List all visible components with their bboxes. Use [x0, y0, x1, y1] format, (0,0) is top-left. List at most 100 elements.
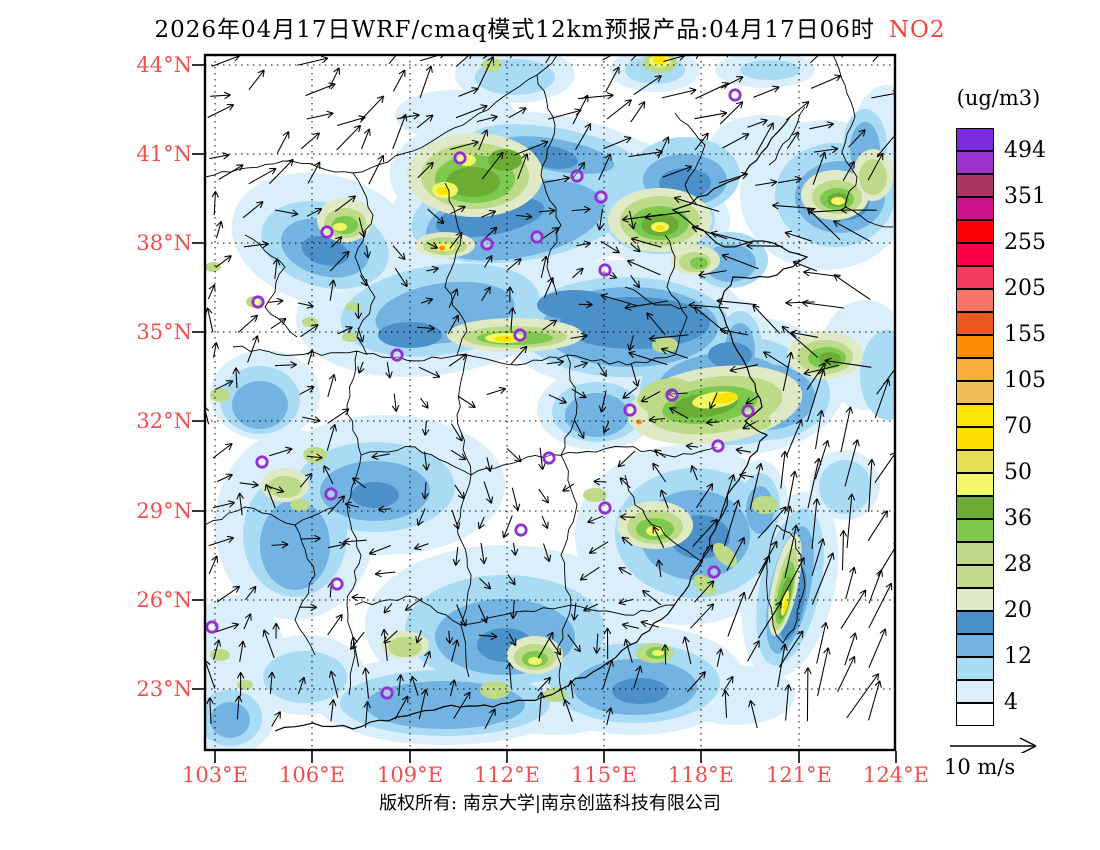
- map-area: [192, 53, 897, 763]
- wind-arrow: [392, 245, 406, 261]
- wind-arrow: [874, 378, 891, 418]
- wind-arrow: [698, 270, 727, 279]
- wind-arrow: [669, 407, 689, 419]
- wind-arrow: [846, 493, 856, 549]
- wind-arrow: [543, 276, 555, 298]
- wind-arrow: [735, 446, 751, 455]
- wind-arrow: [640, 619, 659, 628]
- wind-arrow: [272, 622, 280, 639]
- station-marker: [380, 686, 394, 700]
- wind-arrow: [327, 541, 346, 550]
- wind-arrow: [212, 500, 236, 509]
- wind-arrow: [785, 298, 815, 307]
- colorbar-box: [956, 289, 994, 312]
- boundary-line: [346, 350, 362, 696]
- wind-arrow: [597, 362, 607, 378]
- wind-arrow: [368, 154, 385, 185]
- wind-arrow: [630, 243, 641, 253]
- wind-arrow: [323, 465, 334, 485]
- concentration-blob: [480, 681, 510, 699]
- concentration-blob: [860, 330, 895, 420]
- wind-arrow: [383, 603, 393, 614]
- wind-arrow: [867, 152, 884, 181]
- colorbar-box: [956, 220, 994, 243]
- wind-arrow: [423, 650, 432, 668]
- wind-arrow: [602, 55, 613, 61]
- lat-label: 23°N: [136, 677, 192, 701]
- wind-arrow: [508, 107, 527, 119]
- wind-arrow: [646, 312, 666, 336]
- wind-arrow: [546, 358, 565, 367]
- wind-arrow: [785, 418, 803, 457]
- wind-arrow: [784, 524, 799, 578]
- wind-arrow: [392, 69, 406, 92]
- wind-arrow: [337, 326, 353, 335]
- wind-arrow: [334, 195, 357, 212]
- wind-arrow: [269, 446, 293, 457]
- wind-arrow: [538, 488, 549, 504]
- wind-arrow: [394, 695, 409, 720]
- concentration-blob: [782, 599, 788, 613]
- colorbar-tick-label: 351: [1004, 184, 1046, 209]
- wind-arrow: [848, 129, 866, 148]
- wind-arrow: [239, 480, 259, 489]
- wind-arrow: [396, 674, 404, 696]
- boundary-line: [766, 524, 806, 644]
- wind-arrow: [215, 255, 232, 268]
- wind-arrow: [763, 351, 790, 369]
- wind-arrow: [344, 501, 360, 509]
- wind-arrow: [417, 324, 435, 332]
- station-marker: [514, 523, 528, 537]
- copyright-text: 版权所有: 南京大学|南京创蓝科技有限公司: [379, 793, 721, 814]
- station-marker: [480, 237, 494, 251]
- wind-arrow: [543, 543, 552, 563]
- wind-arrow: [837, 655, 856, 693]
- wind-arrow: [688, 301, 729, 310]
- wind-arrow: [349, 631, 365, 650]
- wind-arrow: [206, 697, 214, 725]
- wind-arrow: [626, 259, 661, 276]
- wind-arrow: [640, 391, 661, 403]
- wind-arrow: [361, 128, 371, 150]
- station-marker: [513, 328, 527, 342]
- wind-arrow: [391, 393, 400, 412]
- concentration-blob: [268, 476, 302, 498]
- wind-arrow: [481, 286, 491, 301]
- wind-arrow: [845, 566, 857, 600]
- wind-arrow: [623, 638, 633, 663]
- wind-arrow: [603, 271, 618, 280]
- wind-arrow: [419, 65, 433, 99]
- concentration-blob: [435, 243, 455, 251]
- wind-arrow: [628, 350, 668, 366]
- wind-arrow: [243, 240, 269, 249]
- wind-arrow: [448, 288, 459, 309]
- colorbar-box: [956, 680, 994, 703]
- colorbar-box: [956, 634, 994, 657]
- concentration-blob: [708, 342, 752, 368]
- boundary-line: [205, 506, 336, 526]
- wind-arrow: [300, 132, 320, 150]
- wind-arrow: [301, 534, 321, 543]
- wind-arrow: [216, 473, 233, 483]
- boundary-line: [624, 286, 688, 310]
- lon-label: 112°E: [474, 763, 540, 787]
- wind-arrow: [739, 471, 754, 480]
- wind-arrow: [538, 447, 546, 471]
- wind-arrow: [449, 231, 463, 249]
- wind-arrow: [705, 418, 720, 427]
- concentration-blob: [378, 322, 442, 348]
- station-marker: [255, 455, 269, 469]
- colorbar-unit-label: (ug/m3): [956, 86, 1041, 110]
- concentration-blob: [342, 332, 358, 342]
- wind-arrow: [777, 643, 788, 688]
- wind-arrow: [709, 392, 718, 410]
- wind-arrow: [237, 314, 259, 333]
- colorbar-box: [956, 473, 994, 496]
- wind-arrow: [478, 604, 488, 624]
- concentration-blob: [436, 187, 450, 195]
- wind-arrow: [207, 103, 235, 118]
- wind-arrow: [648, 415, 666, 424]
- concentration-blob: [712, 392, 738, 404]
- wind-arrow: [757, 506, 787, 539]
- wind-arrow: [207, 284, 216, 300]
